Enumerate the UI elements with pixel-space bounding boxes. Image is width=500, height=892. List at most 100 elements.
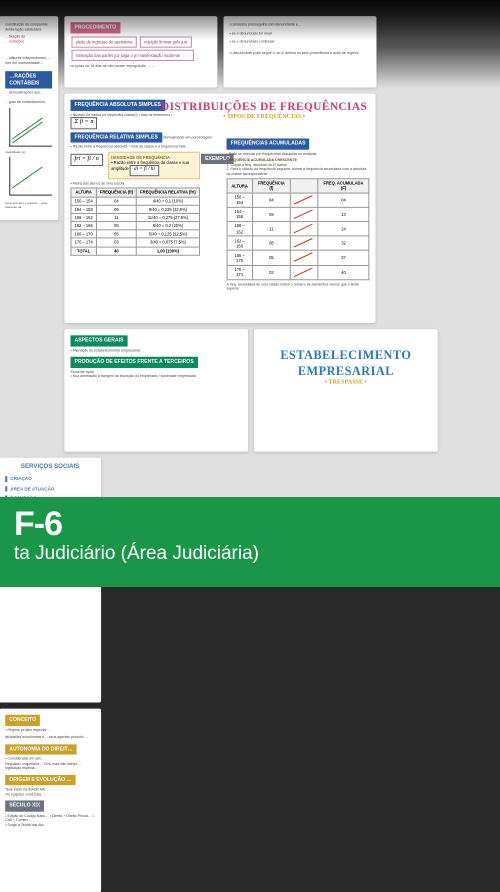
td [291, 236, 319, 250]
td [291, 251, 319, 265]
td: 154 – 158 [71, 205, 96, 213]
section-header: SÉCULO XIX [5, 801, 44, 812]
section-header: FREQUÊNCIA ABSOLUTA SIMPLES [70, 100, 164, 111]
text: • Pode se calcular por frequências absol… [227, 151, 370, 156]
td: 04 [318, 193, 369, 207]
td: TOTAL [71, 247, 96, 255]
text: bens que têm o mesmo… esse aumento da [5, 202, 52, 210]
text: constituição da companhia [5, 22, 52, 27]
text: no prazo de 15 dias se não houver impugn… [70, 64, 211, 69]
td: 08 [252, 236, 290, 250]
spark-icon [294, 223, 314, 233]
td: 24 [318, 222, 369, 236]
td: 162 – 166 [227, 236, 252, 250]
section-header: CONCEITO [5, 715, 40, 726]
chart-line [12, 118, 43, 140]
text: …mutações [5, 39, 52, 44]
spark-icon [294, 194, 314, 204]
text: …uditores independentes, …rcer em confor… [5, 56, 52, 65]
course-banner: F-6 ta Judiciário (Área Judiciária) [0, 497, 500, 587]
td: 5/40 = 0,125 (12,5%) [137, 230, 200, 238]
note: Normalmente em porcentagem [163, 135, 212, 139]
page-procedimento: PROCEDIMENTO pleito de ingresso do assis… [64, 16, 217, 87]
supply-chart [9, 108, 52, 147]
page-left-fragment: constituição da companhia deliberação es… [0, 16, 58, 220]
section-header: FREQUÊNCIA RELATIVA SIMPLES [70, 132, 161, 143]
page-conceito: CONCEITO • Regime jurídico especial … at… [0, 709, 101, 892]
td: 158 – 162 [227, 222, 252, 236]
page-frequencias: DISTRIBUIÇÕES DE FREQUÊNCIAS • TIPOS DE … [64, 94, 375, 324]
td [291, 265, 319, 279]
td: 40 [96, 247, 136, 255]
td: 170 – 174 [227, 265, 252, 279]
title-block: DISTRIBUIÇÕES DE FREQUÊNCIAS • TIPOS DE … [161, 100, 367, 123]
formula: di = fi / hi [130, 165, 159, 176]
td: 166 – 170 [227, 251, 252, 265]
td [291, 222, 319, 236]
text: …demonstrações aos… [5, 91, 52, 96]
text: • Sua averbação à margem da inscrição do… [70, 374, 241, 379]
th: FREQUÊNCIA RELATIVA (fri) [137, 188, 200, 196]
section-header: ASPECTOS GERAIS [70, 335, 127, 346]
note-box: DENSIDADE DE FREQUÊNCIA • Razão entre a … [108, 152, 200, 179]
td: 03 [96, 238, 136, 246]
text: • Edição do Código Napo… • Direito + Dir… [5, 814, 95, 823]
td: 08 [96, 222, 136, 230]
label: CRIAÇÃO [10, 476, 95, 482]
td: 150 – 154 [71, 197, 96, 205]
td: 8/40 = 0,2 (20%) [137, 222, 200, 230]
text: …grau de endividamento, [5, 100, 52, 105]
section-header: PRODUÇÃO DE EFEITOS FRENTE A TERCEIROS [70, 357, 197, 368]
text: • Alienação do estabelecimento empresari… [70, 348, 241, 353]
td: 05 [252, 251, 290, 265]
td: 32 [318, 236, 369, 250]
th: ALTURA [71, 188, 96, 196]
td: 04 [252, 193, 290, 207]
section-header: …RAÇÕES CONTÁBEIS [5, 71, 52, 88]
freq-acum-table: ALTURAFREQUÊNCIA (f)FREQ. ACUMULADA (F) … [227, 178, 370, 279]
page-estabelecimento: ESTABELECIMENTO EMPRESARIAL • TRESPASSE … [254, 329, 438, 451]
course-code: F-6 [14, 507, 486, 541]
td: 11/40 = 0,275 (27,5%) [137, 213, 200, 221]
page-title: ESTABELECIMENTO EMPRESARIAL [260, 348, 431, 380]
td: 1,00 (100%) [137, 247, 200, 255]
text: • Regime jurídico especial … [5, 728, 95, 733]
page-aspectos: ASPECTOS GERAIS • Alienação do estabelec… [64, 329, 248, 451]
text: 2. Para o cálculo da frequência seguinte… [227, 167, 370, 176]
flow-node: rejeição liminar pelo juiz [140, 36, 192, 47]
td: 09 [96, 205, 136, 213]
row: CRIAÇÃO [5, 476, 95, 482]
section-header: FREQUÊNCIAS ACUMULADAS [227, 138, 310, 149]
page-subtitle: • TRESPASSE • [260, 379, 431, 387]
td: 05 [96, 230, 136, 238]
td: 13 [318, 207, 369, 221]
flow-node: intimação das partes juz julga o p/ mani… [72, 49, 194, 60]
th: FREQ. ACUMULADA (F) [318, 179, 369, 193]
flow-node: pleito de ingresso do assistente [72, 36, 137, 47]
spark-icon [294, 238, 314, 248]
course-role: ta Judiciário (Área Judiciária) [14, 543, 486, 565]
spark-icon [294, 267, 314, 277]
freq-table: ALTURAFREQUÊNCIA (fi)FREQUÊNCIA RELATIVA… [70, 188, 199, 256]
th [291, 179, 319, 193]
label: ÁREA DE ATUAÇÃO [10, 486, 95, 492]
td: 37 [318, 251, 369, 265]
td: 154 – 158 [227, 207, 252, 221]
text: Regulado, majoritaria… Civil, mas não in… [5, 761, 95, 770]
th: ALTURA [227, 179, 252, 193]
text: se o denunciado for revel [232, 31, 272, 35]
section-header: PROCEDIMENTO [70, 22, 120, 33]
formula: fri = fi / n [70, 154, 102, 166]
td: 162 – 166 [71, 222, 96, 230]
acumuladas-block: FREQUÊNCIAS ACUMULADAS • Pode se calcula… [227, 138, 370, 291]
text: o processo prosseguirá com denunciante e… [230, 22, 371, 27]
chart-line [12, 167, 43, 189]
page-denunciado: o processo prosseguirá com denunciante e… [223, 16, 376, 87]
row: ÁREA DE ATUAÇÃO [5, 486, 95, 492]
top-row: PROCEDIMENTO pleito de ingresso do assis… [64, 16, 437, 87]
td: 40 [318, 265, 369, 279]
supply-chart-2 [9, 157, 52, 196]
text: Os egípcios comerciav… [5, 792, 95, 797]
preview-viewport: constituição da companhia deliberação es… [0, 0, 500, 587]
td: 3/40 = 0,075 (7,5%) [137, 238, 200, 246]
